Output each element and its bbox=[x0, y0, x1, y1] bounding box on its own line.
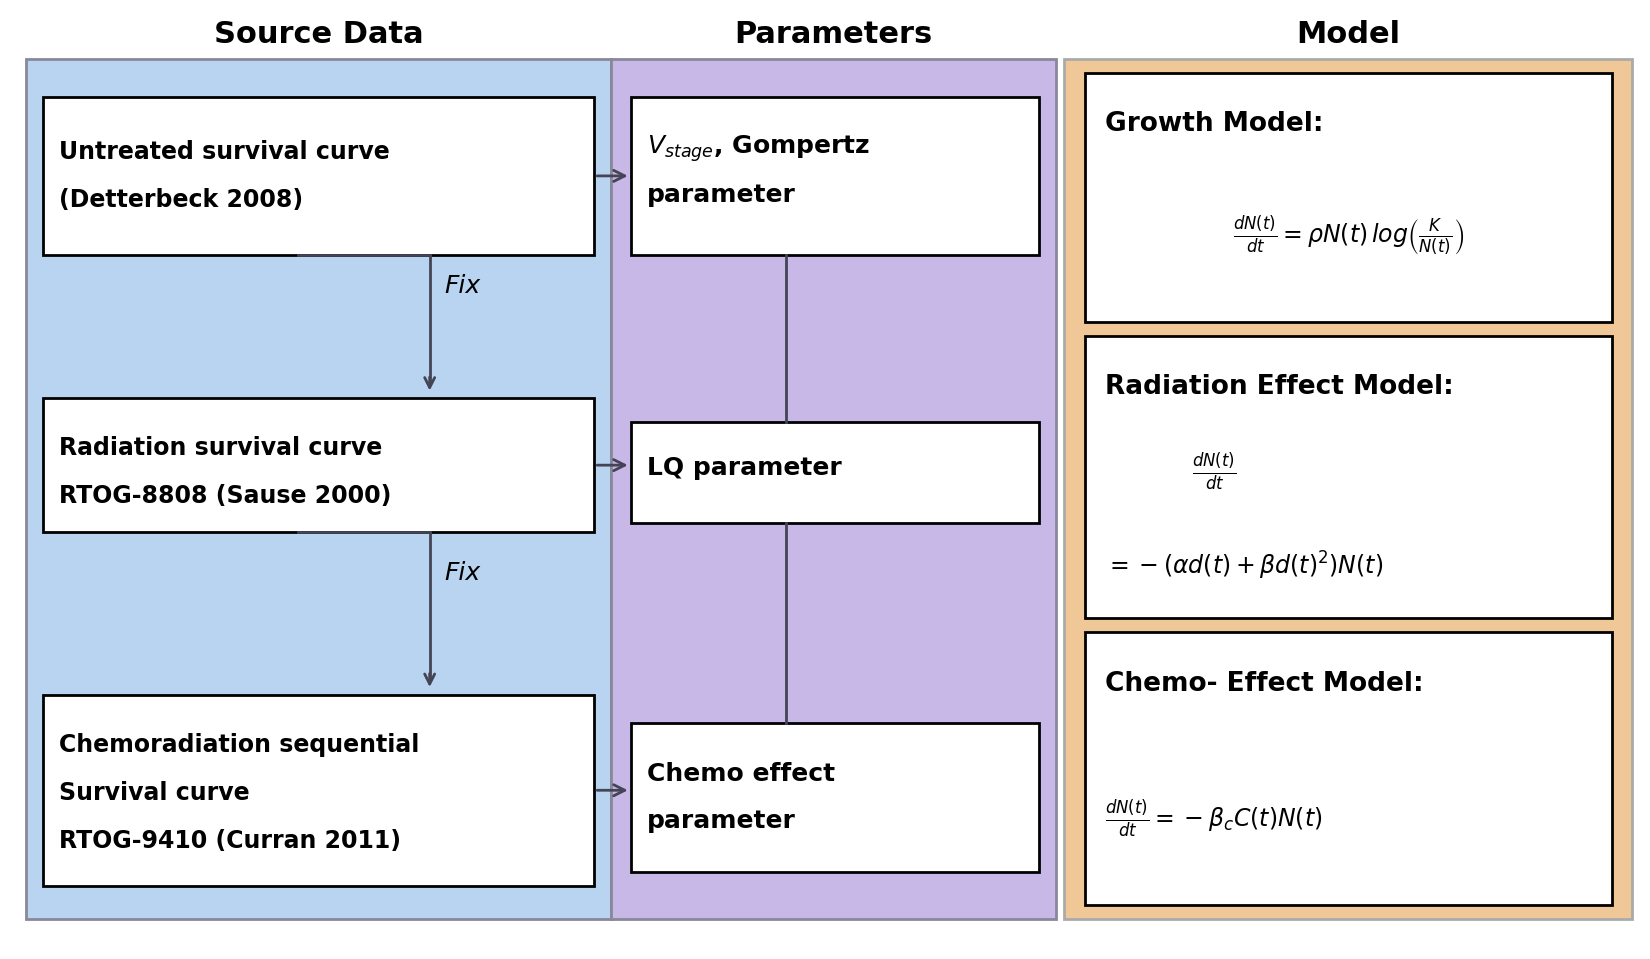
Text: $V_{stage}$, Gompertz: $V_{stage}$, Gompertz bbox=[647, 133, 870, 164]
Text: Chemo- Effect Model:: Chemo- Effect Model: bbox=[1106, 670, 1424, 697]
Text: parameter: parameter bbox=[647, 183, 795, 207]
FancyBboxPatch shape bbox=[610, 58, 1056, 920]
FancyBboxPatch shape bbox=[1086, 336, 1612, 619]
Text: $\frac{dN(t)}{dt} = \rho N(t)\, log \left(\frac{K}{N(t)}\right)$: $\frac{dN(t)}{dt} = \rho N(t)\, log \lef… bbox=[1233, 214, 1465, 257]
Text: Parameters: Parameters bbox=[734, 20, 932, 49]
Text: Chemo effect: Chemo effect bbox=[647, 761, 835, 785]
Text: $= -(\alpha d(t) + \beta d(t)^2)N(t)$: $= -(\alpha d(t) + \beta d(t)^2)N(t)$ bbox=[1106, 550, 1383, 582]
FancyBboxPatch shape bbox=[630, 422, 1040, 523]
Text: RTOG-8808 (Sause 2000): RTOG-8808 (Sause 2000) bbox=[59, 484, 391, 508]
Text: Source Data: Source Data bbox=[213, 20, 424, 49]
Text: $\frac{dN(t)}{dt} = -\beta_c C(t)N(t)$: $\frac{dN(t)}{dt} = -\beta_c C(t)N(t)$ bbox=[1106, 798, 1323, 840]
FancyBboxPatch shape bbox=[26, 58, 610, 920]
Text: RTOG-9410 (Curran 2011): RTOG-9410 (Curran 2011) bbox=[59, 829, 401, 853]
Text: LQ parameter: LQ parameter bbox=[647, 456, 842, 480]
Text: $\frac{dN(t)}{dt}$: $\frac{dN(t)}{dt}$ bbox=[1193, 451, 1236, 493]
Text: Fix: Fix bbox=[444, 561, 480, 585]
FancyBboxPatch shape bbox=[1086, 633, 1612, 905]
Text: Fix: Fix bbox=[444, 274, 480, 298]
Text: (Detterbeck 2008): (Detterbeck 2008) bbox=[59, 188, 304, 212]
Text: Radiation survival curve: Radiation survival curve bbox=[59, 436, 383, 460]
FancyBboxPatch shape bbox=[630, 97, 1040, 255]
Text: Model: Model bbox=[1295, 20, 1401, 49]
Text: Radiation Effect Model:: Radiation Effect Model: bbox=[1106, 374, 1454, 400]
Text: parameter: parameter bbox=[647, 809, 795, 833]
Text: Survival curve: Survival curve bbox=[59, 781, 249, 805]
FancyBboxPatch shape bbox=[630, 723, 1040, 872]
FancyBboxPatch shape bbox=[43, 398, 594, 532]
Text: Chemoradiation sequential: Chemoradiation sequential bbox=[59, 733, 419, 757]
FancyBboxPatch shape bbox=[1064, 58, 1632, 920]
Text: Untreated survival curve: Untreated survival curve bbox=[59, 140, 389, 164]
Text: Growth Model:: Growth Model: bbox=[1106, 111, 1323, 137]
FancyBboxPatch shape bbox=[43, 694, 594, 886]
FancyBboxPatch shape bbox=[43, 97, 594, 255]
FancyBboxPatch shape bbox=[1086, 73, 1612, 321]
